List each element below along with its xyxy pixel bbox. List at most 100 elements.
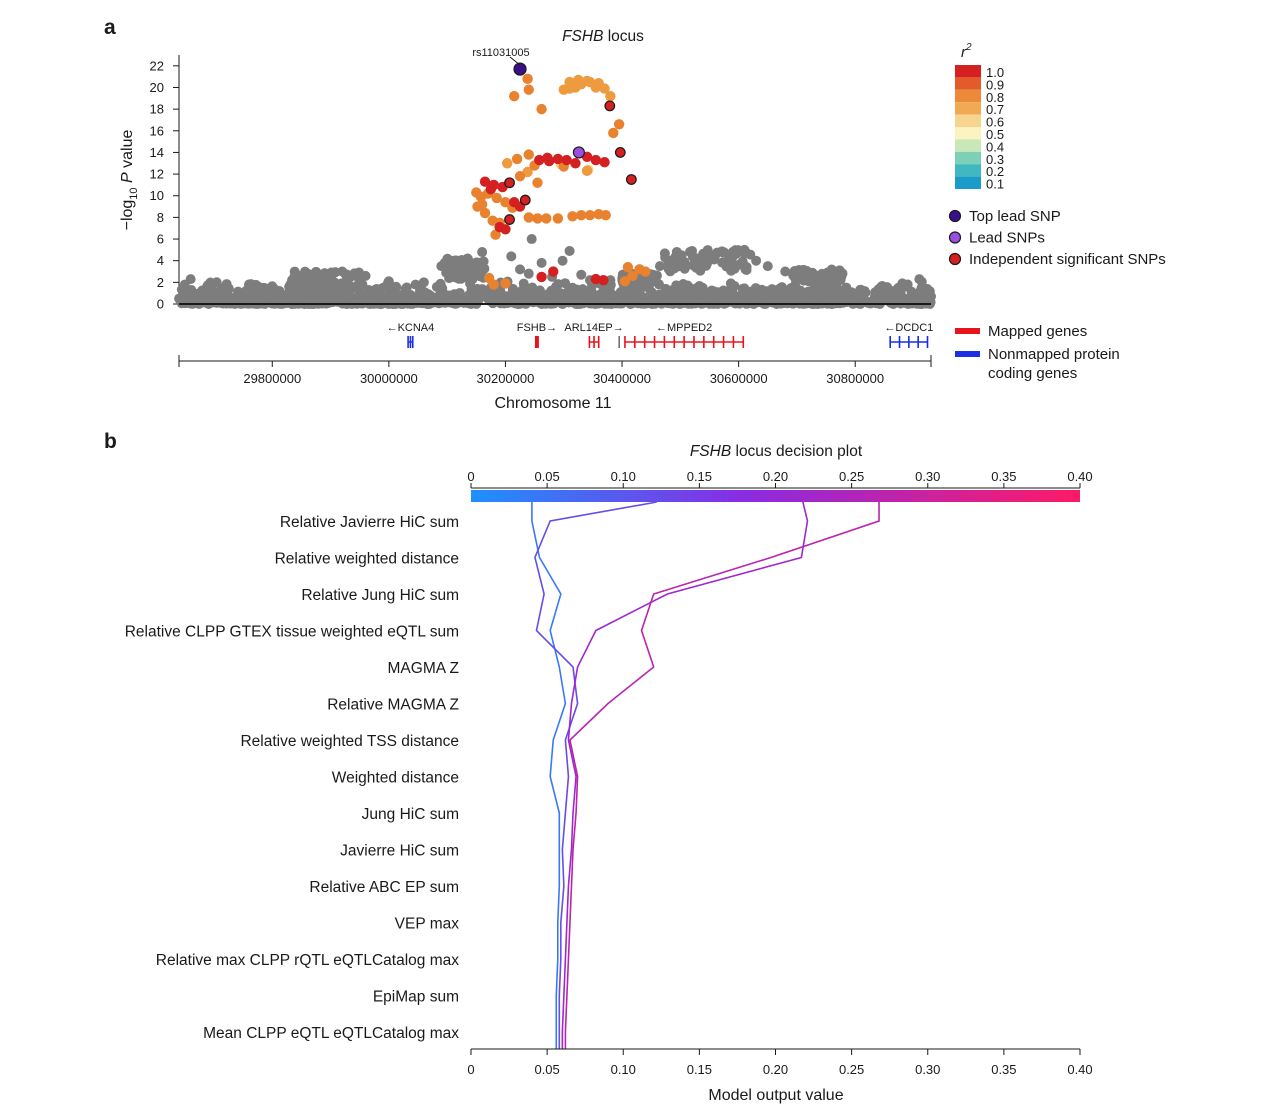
- bg-point: [479, 263, 490, 274]
- bg-point: [718, 247, 729, 258]
- bg-point: [403, 290, 414, 301]
- panel-a-title: FSHB locus: [562, 28, 644, 45]
- bg-point: [631, 292, 642, 303]
- bg-point: [742, 290, 753, 301]
- bg-point: [469, 294, 480, 305]
- lead-snp: [572, 146, 586, 159]
- r2-swatch: [955, 77, 981, 90]
- bg-point: [659, 248, 670, 259]
- gene-label: ←MPPED2: [656, 322, 712, 334]
- gene-legend: Mapped genes Nonmapped protein coding gene…: [955, 323, 1120, 382]
- bg-point: [300, 292, 311, 303]
- bg-point: [576, 269, 587, 280]
- panel-b-x-label: Model output value: [708, 1087, 843, 1104]
- ld-point: [548, 266, 559, 277]
- bg-point: [777, 285, 788, 296]
- bg-point: [469, 267, 480, 278]
- feature-label: Jung HiC sum: [362, 806, 459, 823]
- top-tick-label: 0.10: [611, 469, 636, 484]
- bg-point: [326, 297, 337, 308]
- top-tick-label: 0: [467, 469, 474, 484]
- bottom-tick-label: 0.10: [611, 1062, 636, 1077]
- panel-b-letter: b: [104, 430, 117, 453]
- gene-legend-label: coding genes: [988, 365, 1077, 382]
- bg-point: [418, 277, 429, 288]
- bottom-tick-label: 0.20: [763, 1062, 788, 1077]
- y-tick-label: 12: [150, 167, 164, 182]
- x-tick-label: 30600000: [710, 371, 768, 386]
- bg-point: [453, 257, 464, 268]
- ld-point: [561, 154, 572, 166]
- ld-point: [581, 165, 593, 177]
- top-lead-snp: [513, 62, 527, 76]
- y-tick-label: 18: [150, 102, 164, 117]
- ld-point: [564, 76, 575, 88]
- gene-label: ←KCNA4: [387, 322, 435, 334]
- bg-point: [926, 291, 936, 302]
- decision-line: [534, 501, 657, 1049]
- bg-point: [309, 282, 320, 293]
- bg-point: [702, 245, 713, 256]
- x-tick-label: 30000000: [360, 371, 418, 386]
- independent-significant-snp: [614, 147, 626, 158]
- bg-point: [515, 264, 526, 275]
- top-tick-label: 0.30: [915, 469, 940, 484]
- bg-point: [820, 289, 831, 300]
- bg-point: [694, 280, 705, 291]
- bg-point: [436, 290, 447, 301]
- bg-point: [401, 282, 412, 293]
- independent-significant-snp: [625, 174, 637, 185]
- bg-point: [726, 285, 737, 296]
- bg-point: [435, 278, 446, 289]
- bg-point: [827, 268, 838, 279]
- bg-point: [506, 251, 517, 262]
- bg-point: [232, 291, 243, 302]
- bg-point: [477, 247, 488, 258]
- independent-significant-snp: [504, 177, 515, 189]
- ld-point: [552, 153, 564, 165]
- ld-point: [522, 73, 533, 85]
- bg-point: [574, 287, 585, 298]
- bg-point: [715, 288, 726, 299]
- r2-swatch: [955, 127, 981, 140]
- panel-a-letter: a: [104, 16, 116, 39]
- y-tick-label: 0: [157, 297, 164, 312]
- r2-level-label: 0.2: [986, 164, 1004, 179]
- bg-point: [377, 283, 388, 294]
- ld-point: [501, 158, 513, 169]
- ld-point: [599, 156, 610, 168]
- ld-point: [523, 149, 534, 160]
- bg-point: [391, 281, 402, 292]
- bg-point: [514, 288, 525, 299]
- bg-point: [758, 290, 769, 301]
- ld-point: [619, 276, 631, 287]
- bg-point: [797, 271, 808, 282]
- bg-point: [685, 246, 696, 257]
- y-tick-label: 10: [150, 188, 164, 203]
- bg-point: [691, 262, 702, 273]
- bg-point: [490, 296, 501, 307]
- bg-point: [221, 287, 232, 298]
- bottom-tick-label: 0.30: [915, 1062, 940, 1077]
- top-tick-label: 0.35: [991, 469, 1016, 484]
- panel-b-colorbar: [471, 490, 1080, 502]
- bg-point: [668, 288, 679, 299]
- r2-level-label: 0.1: [986, 177, 1004, 192]
- bg-point: [654, 261, 665, 272]
- bg-point: [423, 289, 434, 300]
- feature-label: Relative Javierre HiC sum: [280, 514, 459, 531]
- ld-point: [500, 278, 511, 289]
- bg-point: [254, 282, 265, 293]
- r2-swatch: [955, 114, 981, 127]
- bg-point: [444, 273, 455, 284]
- decision-line: [561, 501, 809, 1049]
- r2-level-label: 0.3: [986, 152, 1004, 167]
- ld-point: [536, 271, 547, 283]
- independent-significant-snp: [604, 100, 616, 112]
- y-tick-label: 2: [157, 275, 164, 290]
- bg-point: [604, 282, 615, 293]
- ld-point: [581, 75, 593, 87]
- point-type-legend: Top lead SNP Lead SNPs Independent signifi…: [948, 208, 1166, 268]
- ld-point: [627, 270, 638, 282]
- bg-point: [445, 297, 456, 308]
